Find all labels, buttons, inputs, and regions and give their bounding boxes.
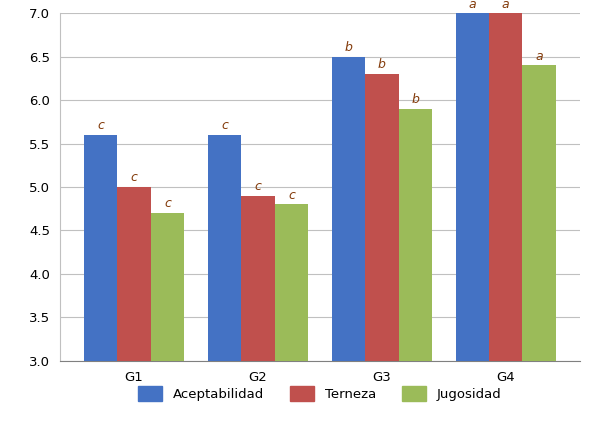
Text: c: c: [255, 180, 261, 193]
Text: c: c: [164, 198, 171, 210]
Bar: [84, 135, 117, 440]
Bar: [523, 65, 556, 440]
Bar: [274, 204, 308, 440]
Text: c: c: [97, 119, 104, 132]
Bar: [456, 13, 489, 440]
Bar: [489, 13, 523, 440]
Bar: [151, 213, 184, 440]
Text: c: c: [288, 189, 295, 202]
Bar: [399, 109, 432, 440]
Text: b: b: [378, 59, 386, 71]
Text: a: a: [468, 0, 476, 11]
Text: a: a: [502, 0, 509, 11]
Text: c: c: [131, 172, 138, 184]
Text: b: b: [411, 93, 419, 106]
Legend: Aceptabilidad, Terneza, Jugosidad: Aceptabilidad, Terneza, Jugosidad: [133, 381, 507, 407]
Bar: [332, 57, 365, 440]
Bar: [241, 196, 274, 440]
Bar: [117, 187, 151, 440]
Text: b: b: [344, 41, 352, 54]
Bar: [365, 74, 399, 440]
Text: c: c: [221, 119, 228, 132]
Bar: [208, 135, 241, 440]
Text: a: a: [535, 50, 543, 63]
